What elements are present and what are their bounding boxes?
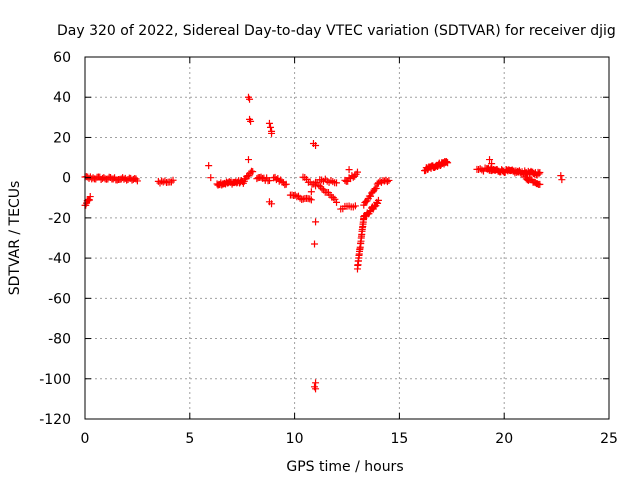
data-point	[247, 117, 255, 125]
data-point	[385, 176, 393, 184]
data-point	[246, 95, 254, 103]
data-point	[536, 168, 544, 176]
data-point	[377, 178, 385, 186]
y-tick-label: 0	[62, 171, 71, 187]
x-tick-label: 5	[185, 431, 194, 447]
y-tick-label: -120	[39, 412, 71, 428]
data-point	[291, 191, 299, 199]
data-point	[268, 200, 276, 208]
data-point	[558, 176, 566, 184]
x-tick-label: 10	[286, 431, 304, 447]
data-point	[557, 172, 565, 180]
data-point	[311, 240, 319, 248]
y-tick-label: -80	[48, 332, 71, 348]
data-point	[312, 379, 320, 387]
data-point	[307, 188, 315, 196]
data-point	[345, 166, 353, 174]
data-point	[536, 180, 544, 188]
x-tick-label: 25	[600, 431, 618, 447]
data-point	[86, 193, 94, 201]
data-point	[169, 176, 177, 184]
data-point	[282, 180, 290, 188]
data-point	[333, 198, 341, 206]
data-point	[333, 179, 341, 187]
y-tick-label: -60	[48, 291, 71, 307]
data-point	[312, 141, 320, 149]
y-tick-label: -100	[39, 372, 71, 388]
plot-frame	[84, 56, 610, 420]
data-point	[374, 199, 382, 207]
data-point	[84, 197, 92, 205]
data-point	[351, 202, 359, 210]
data-points	[81, 93, 566, 393]
data-point	[207, 174, 215, 182]
data-point	[486, 156, 494, 164]
data-point	[167, 178, 175, 186]
x-tick-label: 20	[495, 431, 513, 447]
data-point	[383, 178, 391, 186]
grid	[85, 57, 609, 419]
data-point	[329, 194, 337, 202]
data-point	[85, 196, 93, 204]
axis-ticks: 0 5 10 15 20 25 -120 -100 -80 -60 -40 -20 0 20 40 60	[39, 50, 618, 447]
x-axis-label: GPS time / hours	[286, 459, 403, 475]
chart-title: Day 320 of 2022, Sidereal Day-to-day VTE…	[57, 23, 616, 39]
y-tick-label: 60	[53, 50, 71, 66]
data-point	[535, 170, 543, 178]
x-tick-label: 15	[390, 431, 408, 447]
data-point	[312, 385, 320, 393]
data-point	[307, 196, 315, 204]
data-point	[161, 177, 169, 185]
data-point	[315, 181, 323, 189]
data-point	[265, 119, 273, 127]
data-point	[249, 168, 257, 176]
data-point	[312, 218, 320, 226]
data-point	[370, 203, 378, 211]
data-point	[331, 195, 339, 203]
data-point	[268, 129, 276, 137]
y-tick-label: 40	[53, 90, 71, 106]
data-point	[353, 168, 361, 176]
y-tick-label: -20	[48, 211, 71, 227]
y-axis-label: SDTVAR / TECUs	[7, 181, 23, 296]
data-point	[372, 184, 380, 192]
data-point	[265, 177, 273, 185]
data-point	[133, 177, 141, 185]
data-point	[266, 123, 274, 131]
data-point	[244, 156, 252, 164]
y-tick-label: -40	[48, 251, 71, 267]
data-point	[318, 185, 326, 193]
data-point	[488, 160, 496, 168]
x-tick-label: 0	[81, 431, 90, 447]
data-point	[444, 159, 452, 167]
y-tick-label: 20	[53, 130, 71, 146]
data-point	[306, 195, 314, 203]
data-point	[374, 196, 382, 204]
data-point	[367, 192, 375, 200]
data-point	[205, 162, 213, 170]
